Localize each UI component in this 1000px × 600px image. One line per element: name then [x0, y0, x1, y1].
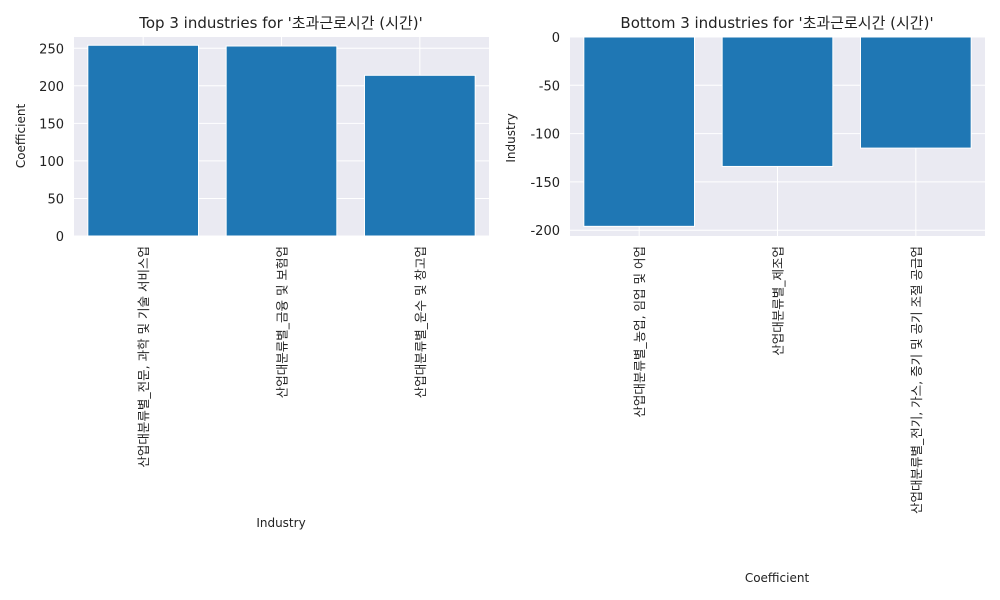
bar: [860, 36, 972, 149]
y-tick-label: -100: [530, 128, 560, 143]
y-tick-label: 0: [552, 31, 560, 46]
y-axis-label: Coefficient: [14, 104, 28, 169]
x-axis-label: Industry: [256, 516, 305, 530]
bars: [87, 44, 476, 237]
x-category-label: 산업대분류별_제조업: [771, 246, 786, 356]
y-tick-label: 0: [56, 230, 64, 245]
x-category-label: 산업대분류별_전문, 과학 및 기술 서비스업: [136, 246, 151, 468]
bar: [87, 44, 199, 237]
y-tick-labels: 0 50 100 150 200 250: [39, 42, 64, 245]
y-tick-label: 250: [39, 42, 64, 57]
x-category-labels: 산업대분류별_농업, 임업 및 어업 산업대분류별_제조업 산업대분류별_전기, 가…: [632, 246, 924, 514]
bottom-industries-chart: 0-50-100-150-200 산업대분류별_농업, 임업 및 어업 산업대분류…: [504, 14, 985, 585]
y-tick-label: 150: [39, 117, 64, 132]
y-tick-labels: 0 -50 -100 -150 -200: [530, 31, 560, 239]
bar: [364, 74, 476, 237]
x-axis-label: Coefficient: [745, 571, 810, 585]
x-category-label: 산업대분류별_운수 및 창고업: [413, 246, 428, 398]
x-category-label: 산업대분류별_금융 및 보험업: [275, 246, 290, 398]
y-axis-label: Industry: [504, 113, 518, 162]
y-tick-label: 100: [39, 155, 64, 170]
y-tick-label: -200: [530, 224, 560, 239]
y-tick-label: 50: [47, 192, 64, 207]
chart-title: Bottom 3 industries for '초과근로시간 (시간)': [620, 14, 933, 32]
y-tick-label: -150: [530, 176, 560, 191]
x-category-label: 산업대분류별_전기, 가스, 증기 및 공기 조절 공급업: [909, 246, 924, 514]
y-tick-label: 200: [39, 80, 64, 95]
bars: [583, 36, 972, 227]
x-category-labels: 산업대분류별_전문, 과학 및 기술 서비스업 산업대분류별_금융 및 보험업 산업…: [136, 246, 428, 468]
chart-title: Top 3 industries for '초과근로시간 (시간)': [138, 14, 422, 32]
y-tick-label: -50: [539, 79, 560, 94]
bar: [225, 45, 338, 237]
x-category-label: 산업대분류별_농업, 임업 및 어업: [632, 246, 647, 418]
bar: [721, 36, 834, 167]
bar: [583, 36, 695, 227]
